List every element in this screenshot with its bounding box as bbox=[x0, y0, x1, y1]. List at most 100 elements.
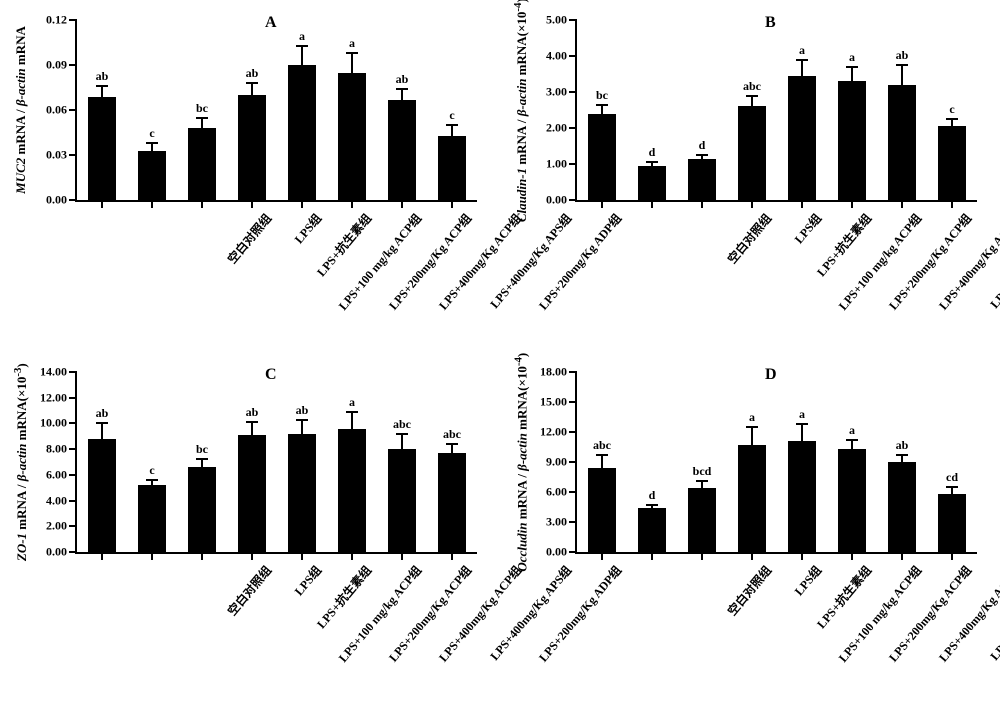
panel-A: MUC2 mRNA / β-actin mRNA A 0.000.030.060… bbox=[10, 10, 490, 340]
plot-area: C 0.002.004.006.008.0010.0012.0014.00空白对… bbox=[75, 372, 477, 554]
error-bar bbox=[351, 412, 353, 429]
x-tick bbox=[101, 200, 103, 208]
error-bar bbox=[351, 53, 353, 73]
significance-label: a bbox=[749, 410, 755, 425]
bar: a bbox=[788, 76, 816, 200]
panel-letter: A bbox=[265, 14, 277, 32]
bar: c bbox=[938, 126, 966, 200]
error-bar bbox=[401, 434, 403, 449]
x-tick bbox=[651, 200, 653, 208]
bar: ab bbox=[88, 97, 116, 201]
y-tick-label: 12.00 bbox=[40, 390, 77, 405]
significance-label: a bbox=[849, 423, 855, 438]
x-tick bbox=[101, 552, 103, 560]
significance-label: ab bbox=[396, 72, 409, 87]
x-tick bbox=[251, 552, 253, 560]
bar: ab bbox=[88, 439, 116, 552]
panel-C: ZO-1 mRNA / β-actin mRNA(×10-3) C 0.002.… bbox=[10, 362, 490, 692]
error-bar bbox=[851, 67, 853, 81]
error-bar bbox=[151, 480, 153, 485]
x-tick bbox=[851, 200, 853, 208]
error-bar bbox=[651, 162, 653, 166]
y-tick-label: 0.12 bbox=[46, 13, 77, 28]
x-tick bbox=[301, 200, 303, 208]
bar: a bbox=[838, 449, 866, 552]
bar: a bbox=[788, 441, 816, 552]
error-bar bbox=[251, 83, 253, 95]
error-bar bbox=[601, 105, 603, 114]
panel-letter: B bbox=[765, 14, 776, 32]
x-tick bbox=[601, 552, 603, 560]
significance-label: abc bbox=[443, 427, 461, 442]
bar: c bbox=[138, 485, 166, 552]
bar: a bbox=[738, 445, 766, 552]
bar: a bbox=[338, 73, 366, 201]
y-tick-label: 14.00 bbox=[40, 365, 77, 380]
significance-label: cd bbox=[946, 470, 958, 485]
error-bar bbox=[751, 96, 753, 107]
error-bar bbox=[201, 118, 203, 129]
x-tick bbox=[751, 200, 753, 208]
bar: d bbox=[688, 159, 716, 200]
y-tick-label: 4.00 bbox=[46, 493, 77, 508]
y-tick-label: 1.00 bbox=[546, 157, 577, 172]
significance-label: bc bbox=[196, 442, 208, 457]
significance-label: d bbox=[649, 488, 656, 503]
x-tick bbox=[451, 552, 453, 560]
y-axis-label-text: Occludin mRNA / β-actin mRNA(×10-4) bbox=[512, 353, 530, 572]
plot-area: D 0.003.006.009.0012.0015.0018.00空白对照组ab… bbox=[575, 372, 977, 554]
significance-label: c bbox=[949, 102, 954, 117]
error-bar bbox=[251, 422, 253, 435]
y-tick-label: 3.00 bbox=[546, 85, 577, 100]
y-tick-label: 5.00 bbox=[546, 13, 577, 28]
bar: a bbox=[838, 81, 866, 200]
y-tick-label: 9.00 bbox=[546, 455, 577, 470]
y-axis-label: Claudin-1 mRNA / β-actin mRNA(×10-4) bbox=[510, 10, 532, 210]
y-tick-label: 6.00 bbox=[546, 485, 577, 500]
significance-label: ab bbox=[896, 48, 909, 63]
bar: d bbox=[638, 508, 666, 552]
y-tick-label: 0.09 bbox=[46, 58, 77, 73]
error-bar bbox=[951, 119, 953, 126]
x-tick bbox=[951, 200, 953, 208]
significance-label: a bbox=[799, 407, 805, 422]
bar: bc bbox=[188, 128, 216, 200]
bar: ab bbox=[238, 435, 266, 552]
error-bar bbox=[701, 481, 703, 488]
x-tick bbox=[701, 200, 703, 208]
x-tick bbox=[951, 552, 953, 560]
significance-label: d bbox=[699, 138, 706, 153]
bar: ab bbox=[238, 95, 266, 200]
error-bar bbox=[451, 444, 453, 453]
x-tick bbox=[851, 552, 853, 560]
significance-label: bcd bbox=[693, 464, 712, 479]
error-bar bbox=[151, 143, 153, 151]
panel-letter: C bbox=[265, 366, 277, 384]
significance-label: abc bbox=[743, 79, 761, 94]
y-tick-label: 0.06 bbox=[46, 103, 77, 118]
error-bar bbox=[751, 427, 753, 445]
x-tick bbox=[601, 200, 603, 208]
x-tick bbox=[751, 552, 753, 560]
error-bar bbox=[701, 155, 703, 159]
bar: abc bbox=[738, 106, 766, 200]
significance-label: a bbox=[349, 36, 355, 51]
y-tick-label: 2.00 bbox=[46, 519, 77, 534]
bar: ab bbox=[388, 100, 416, 201]
x-tick bbox=[801, 200, 803, 208]
x-tick bbox=[401, 552, 403, 560]
error-bar bbox=[301, 420, 303, 434]
y-tick-label: 4.00 bbox=[546, 49, 577, 64]
significance-label: ab bbox=[96, 69, 109, 84]
bar: abc bbox=[388, 449, 416, 552]
significance-label: a bbox=[849, 50, 855, 65]
error-bar bbox=[601, 455, 603, 468]
significance-label: a bbox=[299, 29, 305, 44]
error-bar bbox=[851, 440, 853, 449]
x-tick bbox=[151, 552, 153, 560]
error-bar bbox=[201, 459, 203, 467]
error-bar bbox=[801, 60, 803, 76]
significance-label: ab bbox=[246, 405, 259, 420]
figure-root: MUC2 mRNA / β-actin mRNA A 0.000.030.060… bbox=[0, 0, 1000, 702]
y-tick-label: 12.00 bbox=[540, 425, 577, 440]
